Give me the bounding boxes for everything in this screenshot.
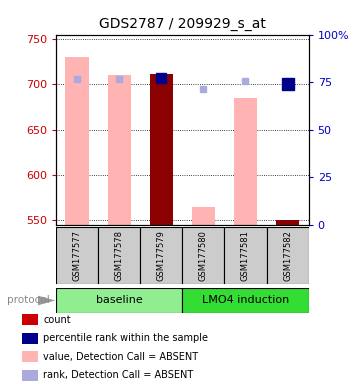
Title: GDS2787 / 209929_s_at: GDS2787 / 209929_s_at: [99, 17, 266, 31]
Bar: [65, 57, 88, 225]
Text: GSM177577: GSM177577: [73, 230, 82, 281]
Bar: [56, 227, 98, 284]
Bar: [266, 227, 309, 284]
Text: GSM177579: GSM177579: [157, 230, 166, 281]
Text: value, Detection Call = ABSENT: value, Detection Call = ABSENT: [43, 352, 199, 362]
Bar: [150, 74, 173, 225]
Bar: [140, 227, 182, 284]
Bar: [225, 227, 266, 284]
Text: GSM177580: GSM177580: [199, 230, 208, 281]
Bar: [182, 288, 309, 313]
Text: count: count: [43, 315, 71, 325]
Text: baseline: baseline: [96, 295, 143, 306]
Bar: [234, 98, 257, 225]
Bar: [56, 288, 182, 313]
Bar: [108, 75, 131, 225]
Text: GSM177578: GSM177578: [115, 230, 123, 281]
Text: protocol: protocol: [7, 295, 50, 306]
Polygon shape: [38, 296, 55, 305]
Text: GSM177582: GSM177582: [283, 230, 292, 281]
Bar: [98, 227, 140, 284]
Text: LMO4 induction: LMO4 induction: [202, 295, 289, 306]
Text: rank, Detection Call = ABSENT: rank, Detection Call = ABSENT: [43, 370, 193, 380]
Bar: [182, 227, 225, 284]
Bar: [276, 220, 299, 225]
Bar: [192, 207, 215, 225]
Text: percentile rank within the sample: percentile rank within the sample: [43, 333, 208, 343]
Text: GSM177581: GSM177581: [241, 230, 250, 281]
